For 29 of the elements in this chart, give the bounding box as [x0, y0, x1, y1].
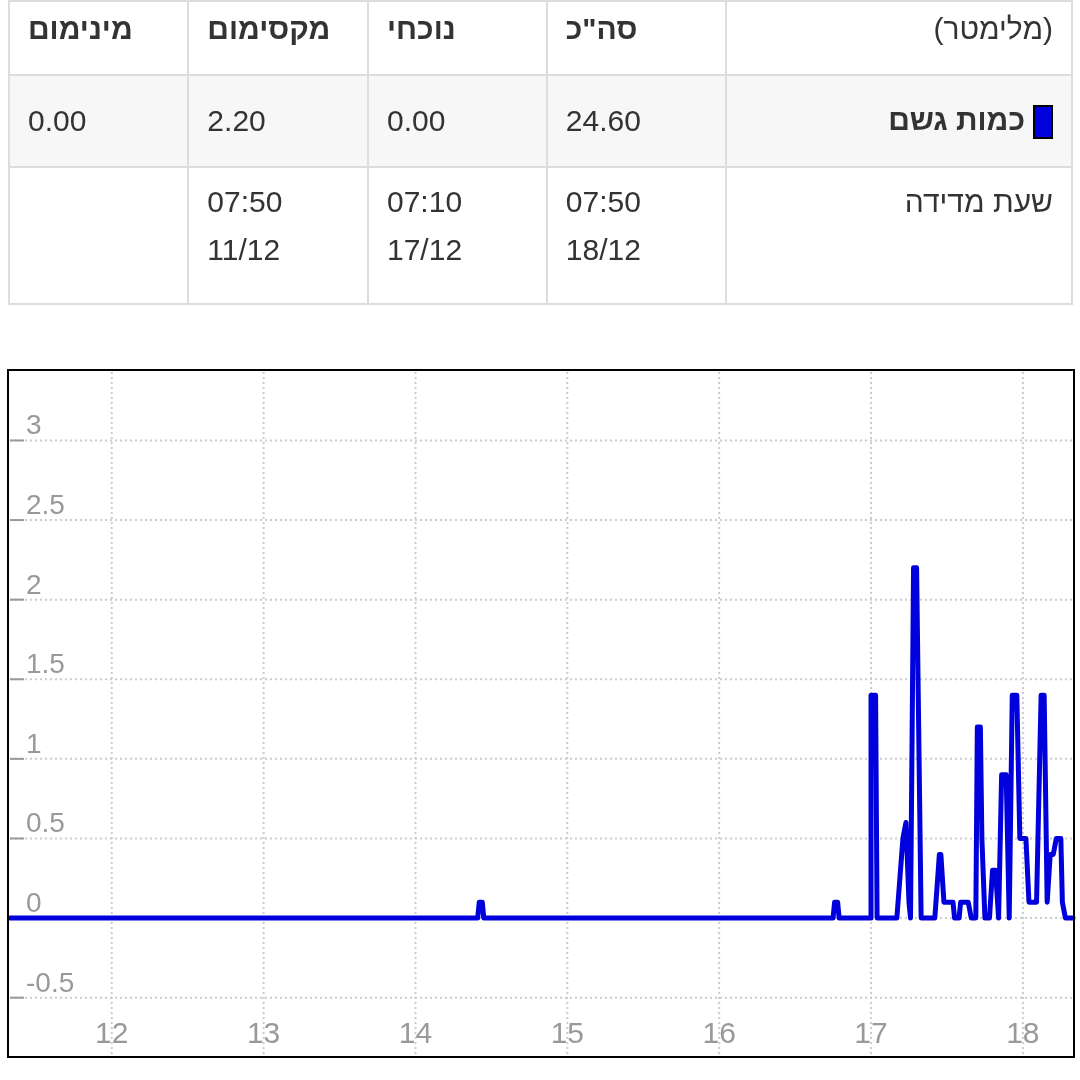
text: 2.20	[188, 75, 368, 167]
y-tick-label: 0	[26, 887, 42, 919]
text: מקסימום	[188, 1, 368, 75]
x-tick-label: 15	[550, 1016, 584, 1049]
text: סה"כ	[546, 1, 726, 75]
text: 0.00	[9, 75, 189, 167]
y-tick-label: 1	[26, 727, 42, 759]
x-tick-label: 13	[246, 1016, 281, 1049]
text: (מלימטר)	[725, 1, 1072, 75]
x-tick-label: 18	[1006, 1016, 1040, 1049]
y-tick-label: 0.5	[26, 807, 65, 839]
legend-label: כמות גשם	[888, 102, 1025, 136]
text: 24.60	[546, 75, 726, 167]
y-tick-label: 3	[26, 409, 42, 441]
y-tick-label: 1.5	[26, 648, 65, 680]
text: 07:50 11/12	[188, 167, 368, 304]
x-tick-label: 17	[854, 1016, 888, 1049]
y-tick-label: 2	[26, 568, 42, 600]
x-tick-label: 12	[95, 1016, 129, 1049]
text: נוכחי	[368, 1, 547, 75]
text: שעת מדידה	[725, 167, 1072, 304]
x-tick-label: 16	[702, 1016, 736, 1049]
x-tick-label: 14	[398, 1016, 433, 1049]
text: 07:10 17/12	[368, 167, 547, 304]
y-tick-label: 2.5	[26, 489, 65, 521]
text: מינימום	[9, 1, 189, 75]
text: 0.00	[368, 75, 547, 167]
text: 07:50 18/12	[546, 167, 726, 304]
y-tick-label: -0.5	[26, 966, 75, 998]
